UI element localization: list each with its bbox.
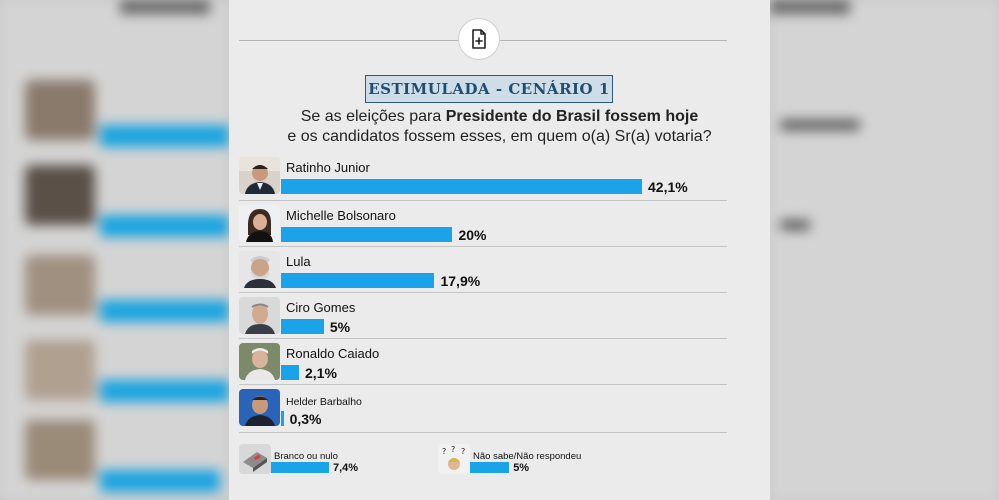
candidate-row: Ciro Gomes 5% — [239, 292, 727, 338]
candidate-photo — [239, 389, 280, 426]
candidate-name: Michelle Bolsonaro — [286, 208, 396, 223]
blurred-photo — [25, 80, 95, 140]
row-divider — [239, 338, 727, 339]
candidate-row: Michelle Bolsonaro 20% — [239, 200, 727, 246]
svg-text:?: ? — [451, 445, 455, 454]
vote-percentage: 5% — [513, 462, 530, 474]
vote-percentage: 7,4% — [333, 462, 359, 474]
svg-text:?: ? — [461, 447, 465, 456]
dont-know-row: ??? Não sabe/Não respondeu 5% — [438, 444, 638, 476]
vote-percentage: 42,1% — [648, 179, 688, 195]
candidate-photo — [239, 251, 280, 288]
candidate-name: Lula — [286, 254, 311, 269]
option-name: Não sabe/Não respondeu — [473, 451, 582, 462]
blurred-photo — [25, 255, 95, 315]
row-divider — [239, 246, 727, 247]
row-divider — [239, 200, 727, 201]
question-line-1: Se as eleições para Presidente do Brasil… — [229, 108, 770, 126]
question-text: Se as eleições para — [300, 108, 446, 125]
vote-bar — [281, 273, 435, 288]
blurred-background-right — [770, 0, 999, 500]
vote-bar — [271, 462, 329, 473]
candidate-photo — [239, 205, 280, 242]
document-plus-icon[interactable] — [458, 18, 500, 60]
blurred-photo — [25, 420, 95, 480]
scenario-badge: ESTIMULADA - CENÁRIO 1 — [365, 75, 613, 103]
vote-bar — [281, 319, 324, 334]
vote-percentage: 20% — [458, 227, 487, 243]
candidate-photo — [239, 157, 280, 194]
row-divider — [239, 292, 727, 293]
blank-null-row: Branco ou nulo 7,4% — [239, 444, 419, 476]
confused-person-icon: ??? — [438, 444, 470, 474]
question-emphasis: Presidente do Brasil fossem hoje — [445, 108, 699, 125]
candidate-name: Helder Barbalho — [286, 396, 362, 408]
candidate-row: Ronaldo Caiado 2,1% — [239, 338, 727, 384]
vote-percentage: 0,3% — [289, 411, 322, 427]
row-divider — [239, 384, 727, 385]
candidate-name: Ciro Gomes — [286, 300, 356, 315]
ballot-box-icon — [239, 444, 271, 474]
candidate-photo — [239, 343, 280, 380]
scenario-badge-text: ESTIMULADA - CENÁRIO 1 — [368, 80, 610, 98]
blurred-background-left — [0, 0, 229, 500]
candidate-photo — [239, 297, 280, 334]
blurred-photo — [25, 340, 95, 400]
vote-percentage: 17,9% — [440, 273, 481, 289]
poll-card: ESTIMULADA - CENÁRIO 1 Se as eleições pa… — [229, 0, 770, 500]
vote-percentage: 2,1% — [305, 365, 337, 381]
vote-percentage: 5% — [329, 319, 351, 335]
option-name: Branco ou nulo — [274, 451, 338, 462]
vote-bar — [281, 179, 642, 194]
vote-bar — [281, 411, 284, 426]
vote-bar — [281, 227, 453, 242]
question-line-2: e os candidatos fossem esses, em quem o(… — [287, 128, 712, 145]
vote-bar — [470, 462, 510, 473]
row-divider — [239, 432, 727, 433]
svg-text:?: ? — [442, 447, 446, 456]
candidate-name: Ronaldo Caiado — [286, 346, 380, 361]
vote-bar — [281, 365, 299, 380]
candidate-row: Lula 17,9% — [239, 246, 727, 292]
candidate-name: Ratinho Junior — [286, 160, 370, 175]
candidate-row: Helder Barbalho 0,3% — [239, 384, 727, 430]
candidate-row: Ratinho Junior 42,1% — [239, 152, 727, 198]
blurred-photo — [25, 165, 95, 225]
